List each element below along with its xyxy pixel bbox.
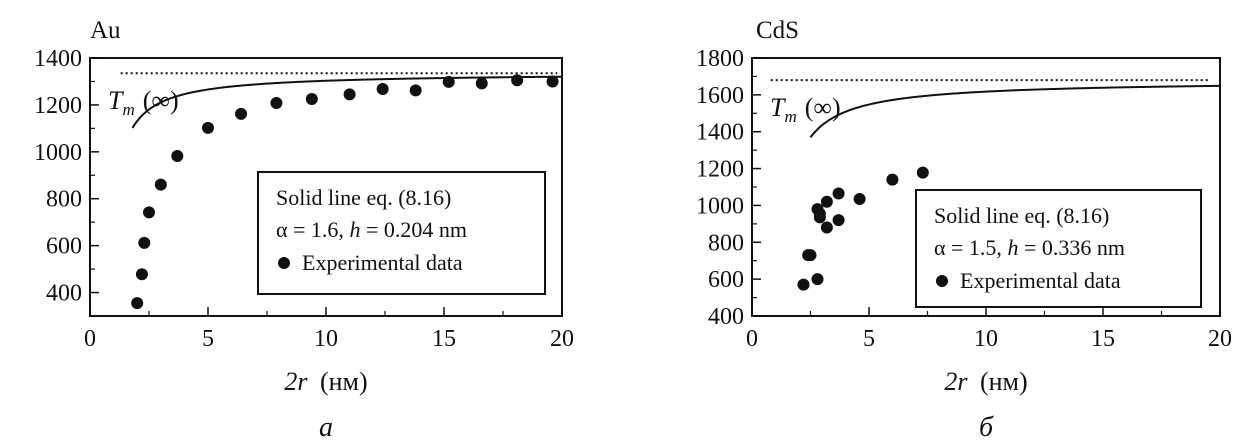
tm-symbol: T <box>108 86 124 115</box>
data-point <box>886 173 899 186</box>
chart-panel-au: Au 0 5 10 15 20 400 600 800 1000 1200 1400 Tm (∞) S… <box>34 17 574 443</box>
data-point <box>832 187 845 200</box>
data-point <box>475 77 488 90</box>
x-tick-label: 20 <box>1208 326 1232 352</box>
model-curve <box>131 75 562 129</box>
y-tick-label: 1600 <box>696 83 744 109</box>
data-point <box>154 178 167 191</box>
panel-label: б <box>979 412 994 443</box>
data-point <box>376 82 389 95</box>
x-axis-variable: 2r <box>944 367 968 396</box>
chart-title: CdS <box>756 17 799 44</box>
legend-points-label: Experimental data <box>302 250 463 275</box>
x-tick-label: 10 <box>974 326 998 352</box>
plot-marks: Tm (∞) <box>108 72 562 310</box>
y-tick-label: 1800 <box>696 46 744 72</box>
legend-h-symbol: h <box>1007 235 1018 260</box>
tm-subscript: m <box>122 100 134 119</box>
data-point <box>853 192 866 205</box>
data-point <box>442 75 455 88</box>
tm-infinity-label: Tm (∞) <box>770 93 841 126</box>
legend-frame <box>915 189 1202 308</box>
y-tick-label: 600 <box>46 234 82 260</box>
x-tick-label: 10 <box>314 326 338 352</box>
legend-h-value: = 0.204 nm <box>360 217 467 242</box>
legend-h-value: = 0.336 nm <box>1018 235 1125 260</box>
y-tick-label: 1000 <box>34 140 82 166</box>
data-point <box>832 214 845 227</box>
axis-ticks: 0 5 10 15 20 400 600 800 1000 1200 1400 1600 1800 <box>696 46 1232 352</box>
y-tick-label: 400 <box>46 281 82 307</box>
legend-line-label: Solid line eq. (8.16) <box>276 185 451 210</box>
tm-subscript: m <box>784 107 796 126</box>
panel-label: a <box>319 412 333 443</box>
legend-alpha: α = 1.6, <box>276 217 349 242</box>
x-axis-label: 2r (нм) <box>944 367 1027 396</box>
x-tick-label: 15 <box>432 326 456 352</box>
axis-ticks: 0 5 10 15 20 400 600 800 1000 1200 1400 <box>34 46 574 352</box>
legend-point-marker <box>936 275 948 287</box>
data-point <box>143 206 155 219</box>
data-point <box>409 84 422 97</box>
legend-parameters: α = 1.6, h = 0.204 nm <box>276 217 467 242</box>
data-point <box>138 236 151 249</box>
x-axis-unit: (нм) <box>980 367 1028 396</box>
data-point <box>305 93 318 106</box>
y-tick-label: 800 <box>708 230 744 256</box>
data-point <box>135 268 148 281</box>
legend-line-label: Solid line eq. (8.16) <box>934 203 1109 228</box>
y-tick-label: 1200 <box>34 93 82 119</box>
x-tick-label: 5 <box>863 326 875 352</box>
x-axis-variable: 2r <box>284 367 308 396</box>
y-tick-label: 1200 <box>696 157 744 183</box>
chart-title: Au <box>90 17 121 44</box>
legend-box: Solid line eq. (8.16) α = 1.5, h = 0.336 … <box>915 189 1202 308</box>
y-tick-label: 1000 <box>696 193 744 219</box>
legend-frame <box>257 171 546 295</box>
x-tick-label: 15 <box>1091 326 1115 352</box>
data-point <box>804 249 817 262</box>
chart-panel-cds: CdS 0 5 10 15 20 400 600 800 1000 1200 1400 1600 180… <box>696 17 1232 443</box>
data-point <box>343 88 356 101</box>
y-tick-label: 600 <box>708 267 744 293</box>
data-point <box>131 297 144 310</box>
legend-h-symbol: h <box>349 217 360 242</box>
x-tick-label: 5 <box>202 326 214 352</box>
legend-parameters: α = 1.5, h = 0.336 nm <box>934 235 1125 260</box>
legend-points-label: Experimental data <box>960 268 1121 293</box>
x-tick-label: 0 <box>746 326 758 352</box>
x-tick-label: 20 <box>550 326 574 352</box>
plot-marks: Tm (∞) <box>770 79 1220 291</box>
data-point <box>511 74 524 87</box>
data-point <box>270 97 283 110</box>
data-point <box>811 273 824 286</box>
data-point <box>546 75 559 88</box>
legend-alpha: α = 1.5, <box>934 235 1007 260</box>
data-point <box>916 166 929 179</box>
y-tick-label: 1400 <box>696 120 744 146</box>
data-point <box>820 221 833 234</box>
legend-point-marker <box>278 257 290 269</box>
x-tick-label: 0 <box>84 326 96 352</box>
x-axis-unit: (нм) <box>320 367 368 396</box>
tm-symbol: T <box>770 93 786 122</box>
data-point <box>235 107 248 120</box>
x-axis-label: 2r (нм) <box>284 367 367 396</box>
data-point <box>820 195 833 208</box>
y-tick-label: 400 <box>708 304 744 330</box>
data-point <box>797 278 810 291</box>
y-tick-label: 1400 <box>34 46 82 72</box>
y-tick-label: 800 <box>46 187 82 213</box>
legend-box: Solid line eq. (8.16) α = 1.6, h = 0.204 … <box>257 171 546 295</box>
data-point <box>171 150 184 163</box>
data-point <box>202 121 214 134</box>
data-point <box>813 207 826 220</box>
tm-infinity: (∞) <box>805 93 841 122</box>
tm-infinity-label: Tm (∞) <box>108 86 179 119</box>
model-curve <box>809 84 1220 138</box>
